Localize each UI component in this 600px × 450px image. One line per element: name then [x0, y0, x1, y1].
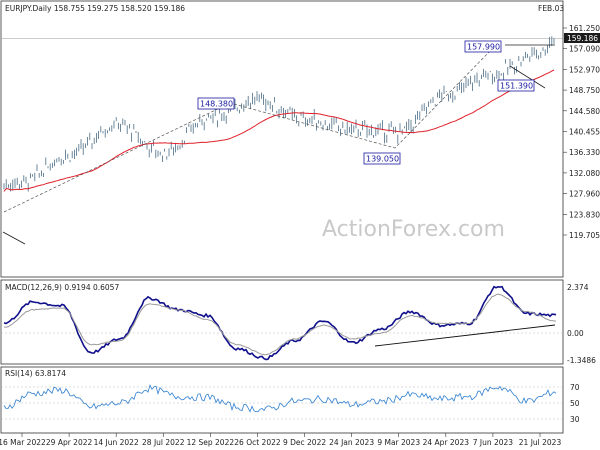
x-tick-label: 9 Mar 2023 [377, 438, 420, 447]
rsi-tick-label: 50 [570, 399, 580, 408]
x-axis: 16 Mar 2022 29 Apr 2022 14 Jun 2022 28 Jul … [0, 433, 561, 447]
annotation-157990: 157.990 [464, 40, 502, 53]
x-tick-label: 12 Sep 2022 [187, 438, 235, 447]
price-y-axis: 161.250 157.090 152.970 148.750 144.580 140.4… [563, 24, 600, 240]
early-trend-line [2, 231, 26, 245]
x-tick-label: 9 Dec 2022 [283, 438, 326, 447]
price-tick-label: 132.080 [569, 169, 600, 178]
macd-panel-frame [0, 279, 564, 365]
x-tick-label: 29 Apr 2022 [46, 438, 93, 447]
x-tick-label: 24 Apr 2023 [423, 438, 470, 447]
dashed-trend-channel [3, 44, 497, 213]
price-tick-label: 152.970 [569, 65, 600, 74]
x-tick-label: 21 Jul 2023 [519, 438, 562, 447]
macd-tick-label: -1.3486 [567, 356, 596, 365]
price-tick-label: 157.090 [569, 45, 600, 54]
svg-text:151.390: 151.390 [500, 82, 533, 91]
price-tick-label: 144.580 [569, 107, 600, 116]
rsi-y-axis: 70 50 30 [570, 383, 580, 424]
price-tick-label: 140.455 [569, 128, 600, 137]
price-tick-label: 119.705 [569, 231, 600, 240]
rsi-panel-frame [0, 366, 564, 434]
x-tick-label: 14 Jun 2022 [94, 438, 139, 447]
annotation-148380: 148.380 [197, 97, 235, 110]
rsi-label: RSI(14) 63.8174 [5, 369, 66, 378]
rsi-tick-label: 70 [570, 383, 580, 392]
x-tick-label: 7 Jun 2023 [473, 438, 514, 447]
price-tick-label: 127.960 [569, 190, 600, 199]
x-tick-label: 28 Jul 2022 [142, 438, 185, 447]
macd-label: MACD(12,26,9) 0.9194 0.6057 [5, 283, 119, 292]
moving-average-line [3, 69, 555, 192]
price-tick-label: 123.830 [569, 210, 600, 219]
macd-tick-label: 2.374 [567, 283, 589, 292]
annotation-151390: 151.390 [497, 79, 535, 92]
macd-trend-line [374, 324, 556, 347]
rsi-line [3, 384, 557, 413]
svg-text:139.050: 139.050 [366, 155, 399, 164]
price-tick-label: 148.750 [569, 86, 600, 95]
price-tick-label: 136.330 [569, 148, 600, 157]
rsi-tick-label: 30 [570, 415, 580, 424]
corner-label: FEB.03 [538, 4, 564, 13]
svg-text:148.380: 148.380 [200, 100, 233, 109]
chart-header: EURJPY.Daily 158.755 159.275 158.520 159… [5, 4, 185, 13]
annotation-139050: 139.050 [363, 152, 401, 165]
svg-text:157.990: 157.990 [467, 43, 500, 52]
wedge-line [509, 65, 546, 89]
x-tick-label: 16 Mar 2022 [0, 438, 46, 447]
price-tick-label: 161.250 [569, 24, 600, 33]
macd-signal-line [3, 293, 557, 356]
x-tick-label: 26 Oct 2022 [234, 438, 281, 447]
current-price-label: 159.186 [567, 34, 598, 43]
current-price-tag [564, 33, 600, 43]
watermark: ActionForex.com [322, 217, 505, 242]
x-tick-label: 24 Jan 2023 [329, 438, 374, 447]
macd-y-axis: 2.374 0.00 -1.3486 [567, 283, 596, 365]
macd-tick-label: 0.00 [567, 329, 584, 338]
